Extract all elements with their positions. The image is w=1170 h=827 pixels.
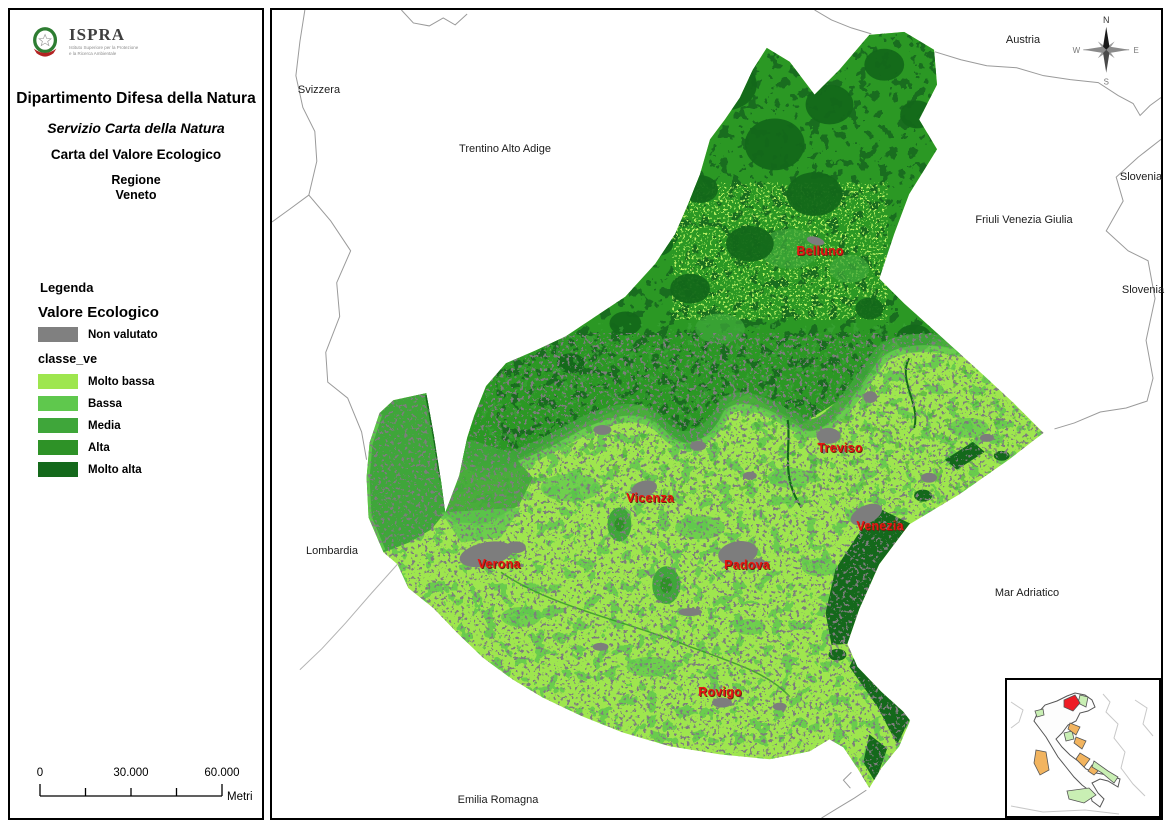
italy-locator-inset: [1005, 678, 1161, 818]
veneto-highlight: [1063, 694, 1081, 712]
ispra-emblem-icon: [33, 27, 58, 57]
legend-class-row: Media: [38, 418, 154, 433]
legend-class-row: Molto bassa: [38, 374, 154, 389]
legend-class-row: Molto alta: [38, 462, 154, 477]
legend-heading: Legenda: [40, 280, 94, 295]
italy-inset-map: [1007, 680, 1159, 816]
service-title: Servizio Carta della Natura: [47, 120, 225, 136]
scale-unit-label: Metri: [227, 791, 253, 803]
neighbor-boundary-lines: [272, 10, 1161, 818]
legend-class-row: Alta: [38, 440, 154, 455]
map-frame: N S E W Svizzera Trentino Alto Adige Austr…: [270, 8, 1164, 820]
ispra-logo: ISPRA Istituto Superiore per la Protezio…: [30, 26, 138, 58]
legend-non-valutato-swatch: [38, 327, 78, 342]
legend-class-row: Bassa: [38, 396, 154, 411]
compass-west-label: W: [1073, 46, 1081, 55]
compass-east-label: E: [1133, 46, 1138, 55]
legend-class-swatch: [38, 418, 78, 433]
department-title: Dipartimento Difesa della Natura: [16, 90, 256, 107]
legend-class-label: Bassa: [88, 397, 122, 410]
legend-class-label: Media: [88, 419, 121, 432]
legend-class-label: Molto alta: [88, 463, 142, 476]
urban-areas: [459, 236, 994, 711]
ispra-logo-subtitle: Istituto Superiore per la Protezione e l…: [69, 45, 139, 57]
legend-subheading: Valore Ecologico: [38, 304, 159, 321]
scale-bar-line: [39, 784, 223, 797]
compass-rose-icon: N S E W: [1073, 15, 1139, 87]
legend-class-swatch: [38, 440, 78, 455]
legend-class-swatch: [38, 462, 78, 477]
scale-tick-30000: 30.000: [113, 767, 148, 779]
legend-non-valutato-label: Non valutato: [88, 328, 158, 341]
region-name: Regione Veneto: [111, 173, 161, 202]
legend-class-label: Molto bassa: [88, 375, 155, 388]
legend-class-swatch: [38, 396, 78, 411]
compass-north-label: N: [1103, 15, 1109, 25]
legend-class-swatch: [38, 374, 78, 389]
legend-class-label: Alta: [88, 441, 110, 454]
compass-south-label: S: [1104, 78, 1109, 87]
map-title: Carta del Valore Ecologico: [50, 147, 222, 162]
legend-classes-heading: classe_ve: [38, 352, 98, 366]
ispra-logo-text: ISPRA: [69, 25, 126, 44]
scale-tick-60000: 60.000: [204, 767, 239, 779]
legend-classes-list: Molto bassa Bassa Media Alta Molto alta: [38, 374, 154, 484]
legend-non-valutato-row: Non valutato: [38, 327, 158, 342]
title-legend-panel: ISPRA Istituto Superiore per la Protezio…: [8, 8, 264, 820]
scale-bar: 0 30.000 60.000 Metri: [37, 767, 253, 803]
scale-tick-0: 0: [37, 767, 43, 779]
